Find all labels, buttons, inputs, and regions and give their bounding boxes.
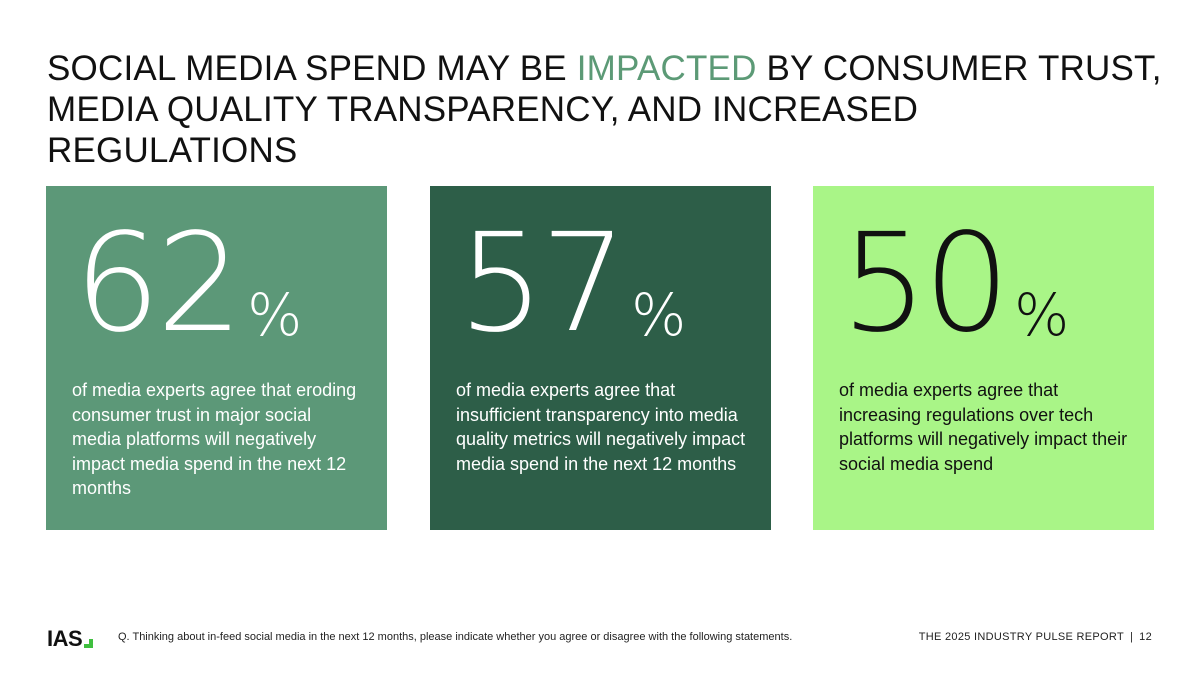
stat-value: 62 xyxy=(74,205,243,363)
stat-card-transparency: 57 % of media experts agree that insuffi… xyxy=(430,186,771,530)
stat-description: of media experts agree that increasing r… xyxy=(839,380,1128,474)
footer-separator: | xyxy=(1129,631,1134,643)
logo-text: IAS xyxy=(47,626,83,651)
stat-card-trust: 62 % of media experts agree that eroding… xyxy=(46,186,387,530)
stat-unit: % xyxy=(1014,281,1070,349)
title-accent: IMPACTED xyxy=(576,49,757,88)
page-number: 12 xyxy=(1139,631,1152,643)
stat-value: 57 xyxy=(458,205,627,363)
stat-value: 50 xyxy=(841,205,1010,363)
stat-figure: 50 % xyxy=(841,216,1069,352)
stat-unit: % xyxy=(247,281,303,349)
logo-mark-icon xyxy=(84,639,94,648)
stat-description: of media experts agree that insufficient… xyxy=(456,380,746,474)
title-part2: BY CONSUMER TRUST, MEDIA QUALITY TRANSPA… xyxy=(47,49,1162,170)
stat-figure: 62 % xyxy=(74,216,302,352)
page-title: SOCIAL MEDIA SPEND MAY BE IMPACTED BY CO… xyxy=(47,48,1167,171)
stat-description: of media experts agree that eroding cons… xyxy=(72,380,357,498)
stat-unit: % xyxy=(631,281,687,349)
report-title: THE 2025 INDUSTRY PULSE REPORT xyxy=(918,631,1124,643)
title-part1: SOCIAL MEDIA SPEND MAY BE xyxy=(47,49,577,88)
footnote-question: Q. Thinking about in-feed social media i… xyxy=(118,631,793,643)
stat-card-regulations: 50 % of media experts agree that increas… xyxy=(813,186,1154,530)
stat-figure: 57 % xyxy=(458,216,686,352)
ias-logo: IAS xyxy=(47,626,94,652)
report-footer: THE 2025 INDUSTRY PULSE REPORT | 12 xyxy=(919,631,1152,643)
